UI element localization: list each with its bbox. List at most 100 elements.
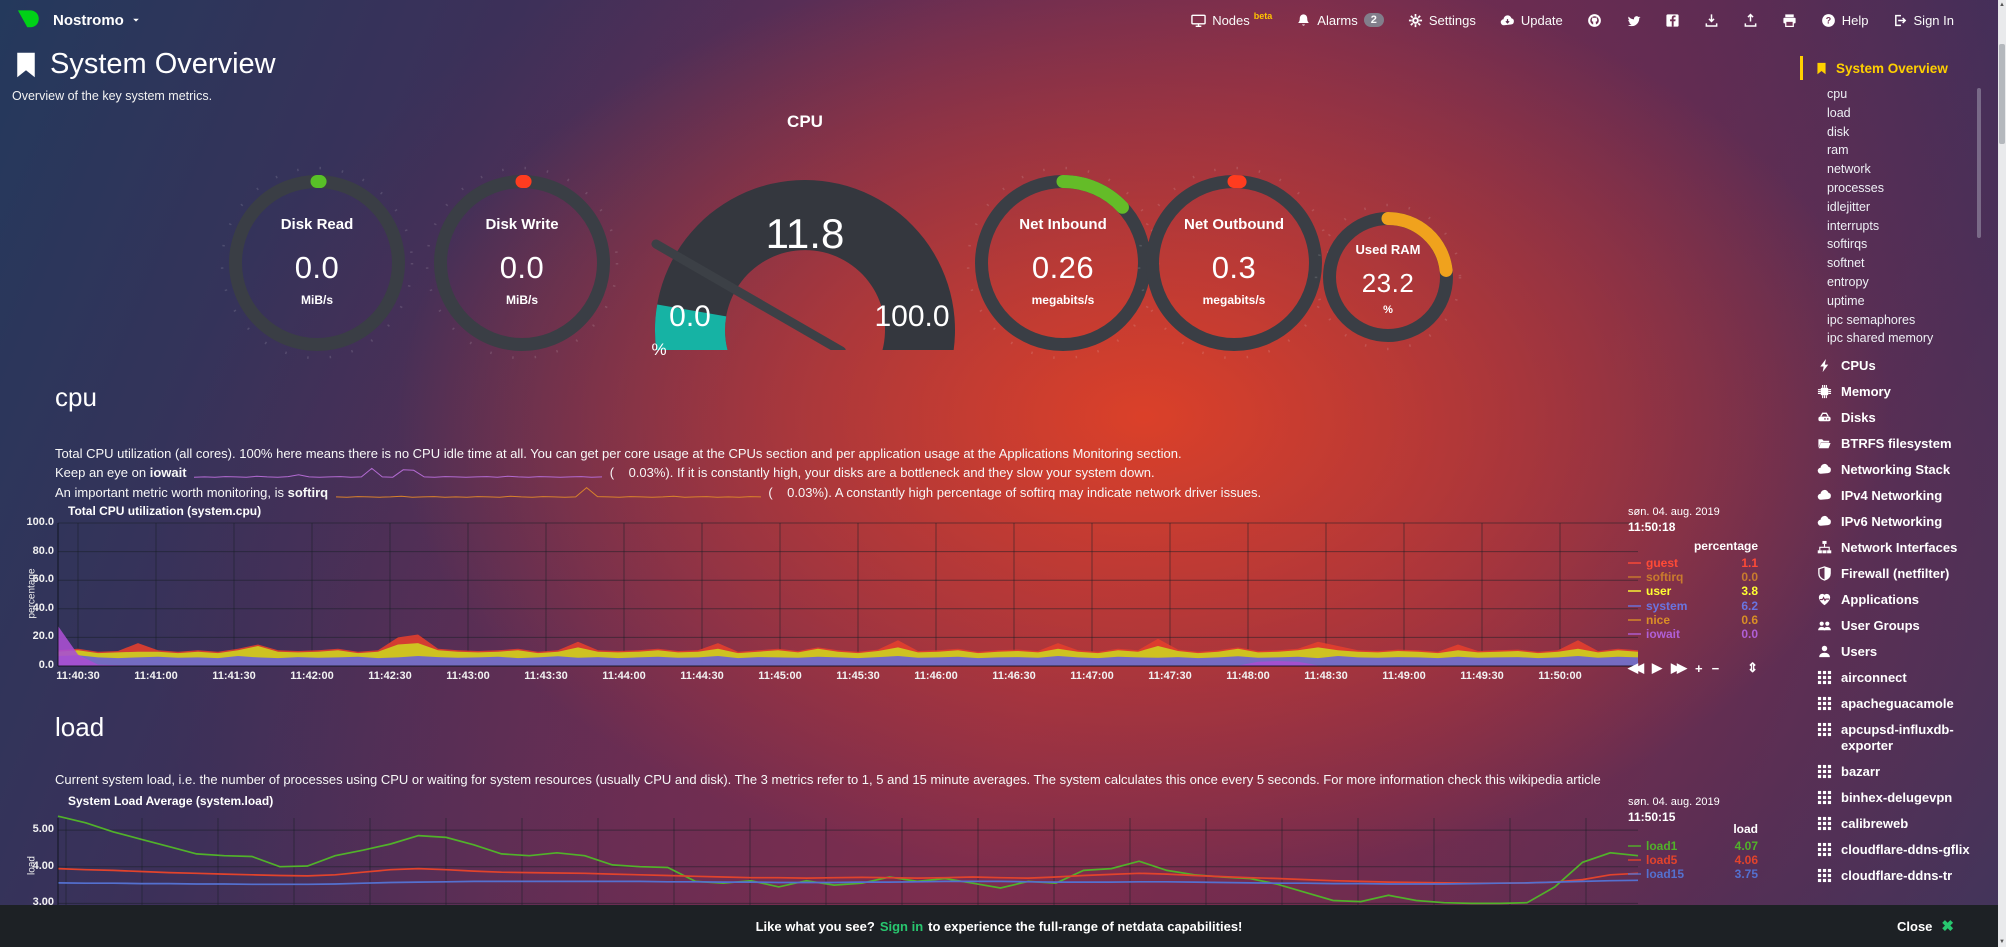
legend-swatch bbox=[1628, 859, 1641, 862]
play-button[interactable]: ▶ bbox=[1652, 660, 1662, 675]
sidebar-item-uptime[interactable]: uptime bbox=[1827, 293, 1865, 308]
gauge-disk-write[interactable]: Disk Write 0.0 MiB/s bbox=[424, 165, 620, 361]
sidebar-item-label: Network Interfaces bbox=[1841, 540, 1958, 556]
pan-left-button[interactable]: ◀◀ bbox=[1628, 660, 1644, 675]
window-scrollbar[interactable]: ▲ ▼ bbox=[1998, 0, 2006, 947]
banner-close[interactable]: Close ✖ bbox=[1897, 917, 1954, 935]
zoom-in-button[interactable]: + bbox=[1695, 660, 1703, 676]
sidebar-item-disks[interactable]: Disks bbox=[1800, 410, 1998, 426]
sidebar-item-ipv4-networking[interactable]: IPv4 Networking bbox=[1800, 488, 1998, 504]
legend-row-nice[interactable]: nice 0.6 bbox=[1628, 613, 1758, 627]
sidebar-item-interrupts[interactable]: interrupts bbox=[1827, 218, 1880, 233]
sidebar-item-ram[interactable]: ram bbox=[1827, 143, 1849, 158]
sidebar-item-users[interactable]: Users bbox=[1800, 644, 1998, 660]
sidebar-item-processes[interactable]: processes bbox=[1827, 180, 1884, 195]
sidebar-item-airconnect[interactable]: airconnect bbox=[1800, 670, 1998, 686]
legend-row-load5[interactable]: load5 4.06 bbox=[1628, 853, 1758, 867]
gauge-unit: MiB/s bbox=[505, 293, 538, 307]
scroll-up-arrow[interactable]: ▲ bbox=[1999, 2, 2005, 8]
load-chart[interactable]: 3.00 4.00 5.00 bbox=[33, 815, 1639, 947]
nodes-button[interactable]: Nodes beta bbox=[1191, 11, 1272, 28]
print-icon[interactable] bbox=[1782, 13, 1797, 28]
x-axis-tick-label: 11:41:30 bbox=[212, 670, 256, 682]
scrollbar-thumb[interactable] bbox=[1999, 44, 2005, 144]
legend-row-load1[interactable]: load1 4.07 bbox=[1628, 839, 1758, 853]
sidebar-item-calibreweb[interactable]: calibreweb bbox=[1800, 816, 1998, 832]
legend-swatch bbox=[1628, 618, 1641, 621]
sidebar-item-cpus[interactable]: CPUs bbox=[1800, 358, 1998, 374]
bookmark-icon bbox=[12, 51, 40, 79]
banner-text: to experience the full-range of netdata … bbox=[928, 918, 1243, 934]
sidebar-item-network[interactable]: network bbox=[1827, 162, 1871, 177]
sidebar-item-system-overview[interactable]: System Overview bbox=[1800, 56, 1998, 80]
sidebar-item-load[interactable]: load bbox=[1827, 105, 1851, 120]
gauge-disk-read[interactable]: Disk Read 0.0 MiB/s bbox=[219, 165, 415, 361]
sidebar-item-label: apcupsd-influxdb-exporter bbox=[1841, 722, 1954, 754]
legend-series-name: load5 bbox=[1646, 853, 1678, 868]
sidebar-item-cloudflare-ddns-gflix[interactable]: cloudflare-ddns-gflix bbox=[1800, 842, 1998, 858]
sidebar-item-disk[interactable]: disk bbox=[1827, 124, 1850, 139]
legend-row-load15[interactable]: load15 3.75 bbox=[1628, 867, 1758, 881]
sidebar-item-softirqs[interactable]: softirqs bbox=[1827, 237, 1868, 252]
legend-row-guest[interactable]: guest 1.1 bbox=[1628, 556, 1758, 570]
pan-right-button[interactable]: ▶▶ bbox=[1671, 660, 1687, 675]
gauge-cpu[interactable]: CPU 11.8 0.0 100.0 % bbox=[615, 108, 995, 359]
cloud-download-icon bbox=[1500, 13, 1515, 28]
sidebar-item-firewall-netfilter-[interactable]: Firewall (netfilter) bbox=[1800, 566, 1998, 582]
gauge-unit: MiB/s bbox=[300, 293, 333, 307]
legend-series-name: guest bbox=[1646, 556, 1679, 571]
sidebar-item-entropy[interactable]: entropy bbox=[1827, 274, 1869, 289]
sidebar-item-apacheguacamole[interactable]: apacheguacamole bbox=[1800, 696, 1998, 712]
settings-button[interactable]: Settings bbox=[1408, 13, 1476, 28]
sidebar-item-idlejitter[interactable]: idlejitter bbox=[1827, 199, 1871, 214]
sidebar-item-label: calibreweb bbox=[1841, 816, 1909, 832]
sidebar-item-ipv6-networking[interactable]: IPv6 Networking bbox=[1800, 514, 1998, 530]
sidebar-item-user-groups[interactable]: User Groups bbox=[1800, 618, 1998, 634]
legend-row-system[interactable]: system 6.2 bbox=[1628, 599, 1758, 613]
download-icon[interactable] bbox=[1704, 13, 1719, 28]
gauge-used-ram[interactable]: Used RAM 23.2 % bbox=[1313, 202, 1463, 352]
zoom-out-button[interactable]: − bbox=[1711, 660, 1720, 676]
sidebar-item-cloudflare-ddns-tr[interactable]: cloudflare-ddns-tr bbox=[1800, 868, 1998, 884]
sidebar-item-ipc-shared-memory[interactable]: ipc shared memory bbox=[1827, 331, 1934, 346]
gauge-net-outbound[interactable]: Net Outbound 0.3 megabits/s bbox=[1136, 165, 1332, 361]
x-axis-tick-label: 11:41:00 bbox=[134, 670, 178, 682]
sidebar-item-ipc-semaphores[interactable]: ipc semaphores bbox=[1827, 312, 1916, 327]
x-axis-tick-label: 11:46:30 bbox=[992, 670, 1036, 682]
update-button[interactable]: Update bbox=[1500, 13, 1563, 28]
chart-date: søn. 04. aug. 2019 bbox=[1628, 506, 1720, 518]
x-axis-tick-label: 11:47:30 bbox=[1148, 670, 1192, 682]
scroll-down-arrow[interactable]: ▼ bbox=[1999, 939, 2005, 945]
gauge-label: Used RAM bbox=[1355, 242, 1421, 257]
upload-icon[interactable] bbox=[1743, 13, 1758, 28]
sidebar-item-network-interfaces[interactable]: Network Interfaces bbox=[1800, 540, 1998, 556]
sidebar-item-cpu[interactable]: cpu bbox=[1827, 87, 1848, 101]
resize-handle[interactable]: ⇕ bbox=[1747, 660, 1758, 675]
y-axis-tick-label: 20.0 bbox=[32, 630, 54, 643]
help-button[interactable]: ? Help bbox=[1821, 13, 1869, 28]
sidebar-item-networking-stack[interactable]: Networking Stack bbox=[1800, 462, 1998, 478]
sidebar-scrollbar[interactable] bbox=[1977, 88, 1981, 238]
signin-link[interactable]: Sign in bbox=[879, 918, 924, 934]
sidebar-item-softnet[interactable]: softnet bbox=[1827, 256, 1865, 271]
netdata-logo-icon[interactable] bbox=[14, 7, 41, 34]
sidebar-item-btrfs-filesystem[interactable]: BTRFS filesystem bbox=[1800, 436, 1998, 452]
legend-row-softirq[interactable]: softirq 0.0 bbox=[1628, 570, 1758, 584]
legend-row-iowait[interactable]: iowait 0.0 bbox=[1628, 627, 1758, 641]
sidebar-item-apcupsd-influxdb-exporter[interactable]: apcupsd-influxdb-exporter bbox=[1800, 722, 1998, 754]
gauge-net-inbound[interactable]: Net Inbound 0.26 megabits/s bbox=[965, 165, 1161, 361]
sidebar-item-applications[interactable]: Applications bbox=[1800, 592, 1998, 608]
facebook-icon[interactable] bbox=[1665, 13, 1680, 28]
github-icon[interactable] bbox=[1587, 13, 1602, 28]
legend-row-user[interactable]: user 3.8 bbox=[1628, 584, 1758, 598]
sidebar-item-label: cloudflare-ddns-tr bbox=[1841, 868, 1953, 884]
cpu-chart[interactable]: 0.0 20.0 40.0 60.0 80.0 100.0 11:40:30 11:41:00… bbox=[26, 516, 1638, 682]
hostname-menu[interactable]: Nostromo bbox=[53, 12, 141, 29]
load-section-heading: load bbox=[55, 712, 105, 742]
alarms-button[interactable]: Alarms 2 bbox=[1296, 13, 1384, 28]
sidebar-item-memory[interactable]: Memory bbox=[1800, 384, 1998, 400]
sidebar-item-binhex-delugevpn[interactable]: binhex-delugevpn bbox=[1800, 790, 1998, 806]
twitter-icon[interactable] bbox=[1626, 13, 1641, 28]
sidebar-item-bazarr[interactable]: bazarr bbox=[1800, 764, 1998, 780]
signin-button[interactable]: Sign In bbox=[1893, 13, 1954, 28]
